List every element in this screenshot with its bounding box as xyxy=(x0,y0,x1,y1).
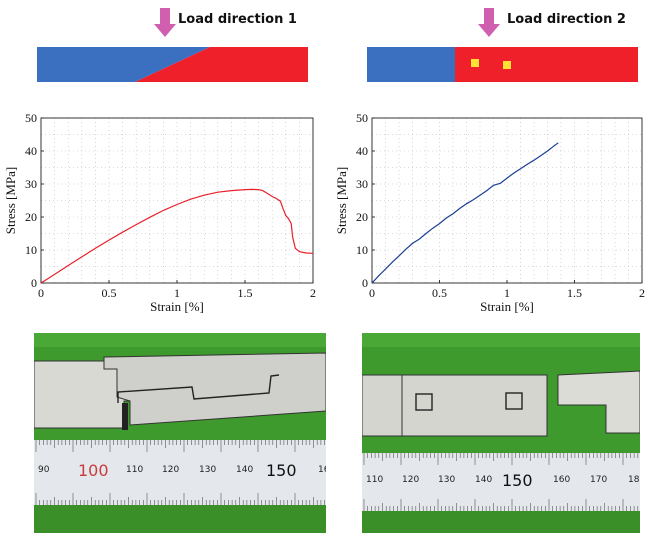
x-tick-label: 0.5 xyxy=(432,286,447,300)
x-tick-label: 0 xyxy=(38,286,44,300)
specimen-schematic-2 xyxy=(367,8,638,82)
specimen-photo-2: 11012013014016017018019021150200 xyxy=(361,333,641,533)
load-direction-label-2: Load direction 2 xyxy=(507,12,626,27)
marker-square xyxy=(503,61,511,69)
ruler-number: 170 xyxy=(590,475,608,485)
blue-region xyxy=(37,47,210,82)
x-axis-label: Strain [%] xyxy=(480,299,534,314)
y-tick-label: 10 xyxy=(356,243,368,257)
specimen-schematic-1 xyxy=(37,8,308,82)
series-line xyxy=(371,142,559,284)
ruler-number: 110 xyxy=(126,465,144,475)
load-direction-label-1: Load direction 1 xyxy=(178,12,297,27)
ruler-number: 90 xyxy=(38,465,50,475)
y-tick-label: 40 xyxy=(356,144,368,158)
x-tick-label: 1 xyxy=(174,286,180,300)
ruler-number: 110 xyxy=(366,475,384,485)
window-outline xyxy=(415,393,433,411)
ruler-number-large: 100 xyxy=(78,461,109,480)
y-tick-label: 50 xyxy=(25,111,37,125)
ruler-number: 140 xyxy=(236,465,254,475)
blue-region xyxy=(367,47,455,82)
specimen-photo-1: 9011012013014016017018019010015020 xyxy=(33,333,327,533)
y-axis-label: Stress [MPa] xyxy=(334,167,349,235)
red-region xyxy=(455,47,638,82)
y-tick-label: 30 xyxy=(25,177,37,191)
ruler xyxy=(34,440,326,505)
ruler-number: 120 xyxy=(162,465,180,475)
x-tick-label: 0 xyxy=(369,286,375,300)
x-tick-label: 0.5 xyxy=(102,286,117,300)
load-schematic-2: Load direction 2 xyxy=(320,0,645,90)
ruler-number-large: 150 xyxy=(266,461,297,480)
ruler-number: 180 xyxy=(628,475,640,485)
ruler-number: 160 xyxy=(318,465,326,475)
x-axis-label: Strain [%] xyxy=(150,299,204,314)
y-tick-label: 0 xyxy=(362,276,368,290)
y-tick-label: 50 xyxy=(356,111,368,125)
y-axis-label: Stress [MPa] xyxy=(3,167,18,235)
ruler xyxy=(362,453,640,511)
series-line xyxy=(40,188,314,284)
y-tick-label: 40 xyxy=(25,144,37,158)
x-tick-label: 1.5 xyxy=(567,286,582,300)
y-tick-label: 20 xyxy=(25,210,37,224)
load-schematic-1: Load direction 1 xyxy=(0,0,320,90)
y-tick-label: 20 xyxy=(356,210,368,224)
ruler-number: 130 xyxy=(199,465,217,475)
x-tick-label: 1 xyxy=(504,286,510,300)
y-tick-label: 10 xyxy=(25,243,37,257)
photo-illustration xyxy=(33,333,327,533)
arrow-shape xyxy=(478,8,500,37)
marker-square xyxy=(471,59,479,67)
ruler-number: 140 xyxy=(475,475,493,485)
ruler-number-large: 150 xyxy=(502,471,533,490)
x-tick-label: 2 xyxy=(310,286,316,300)
window-outline xyxy=(505,392,523,410)
x-tick-label: 1.5 xyxy=(238,286,253,300)
y-tick-label: 0 xyxy=(31,276,37,290)
photo-illustration xyxy=(361,333,641,533)
specimen-left-piece xyxy=(361,374,548,437)
ruler-number: 130 xyxy=(438,475,456,485)
y-tick-label: 30 xyxy=(356,177,368,191)
arrow-shape xyxy=(154,8,176,37)
fracture-line xyxy=(117,374,280,403)
red-region xyxy=(135,47,308,82)
ruler-number: 160 xyxy=(553,475,571,485)
ruler-number: 120 xyxy=(402,475,420,485)
x-tick-label: 2 xyxy=(639,286,645,300)
